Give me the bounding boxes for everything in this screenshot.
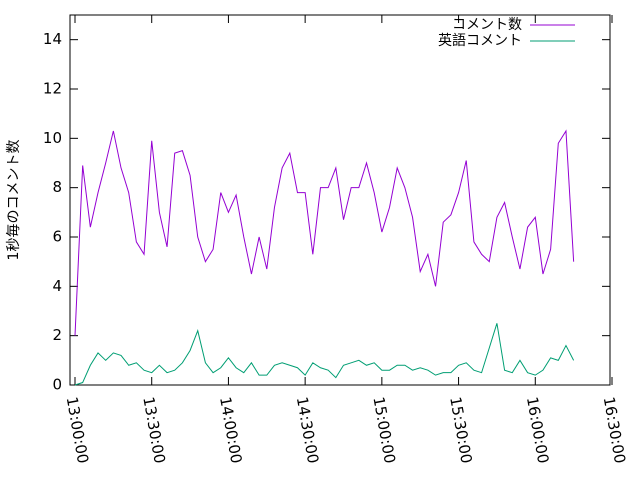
y-tick-label: 2: [52, 326, 62, 344]
y-axis-label: 1秒毎のコメント数: [6, 140, 22, 261]
y-tick-label: 4: [52, 277, 62, 295]
x-tick-label: 14:00:00: [216, 395, 245, 464]
x-tick-label: 14:30:00: [293, 395, 322, 464]
y-tick-label: 12: [43, 80, 62, 98]
x-tick-label: 16:30:00: [600, 395, 629, 464]
legend-label: コメント数: [452, 17, 522, 33]
x-tick-label: 13:00:00: [63, 395, 92, 464]
y-tick-label: 14: [43, 30, 62, 48]
x-tick-label: 15:30:00: [446, 395, 475, 464]
y-tick-label: 8: [52, 178, 62, 196]
line-series: [74, 323, 575, 386]
legend-label: 英語コメント: [438, 32, 522, 49]
x-tick-label: 16:00:00: [523, 395, 552, 464]
y-tick-label: 6: [52, 228, 62, 246]
y-tick-label: 0: [52, 376, 62, 394]
y-tick-label: 10: [43, 129, 62, 147]
x-tick-label: 15:00:00: [369, 395, 398, 464]
line-series: [74, 129, 575, 336]
x-tick-label: 13:30:00: [139, 395, 168, 464]
plot-frame: [69, 14, 611, 386]
